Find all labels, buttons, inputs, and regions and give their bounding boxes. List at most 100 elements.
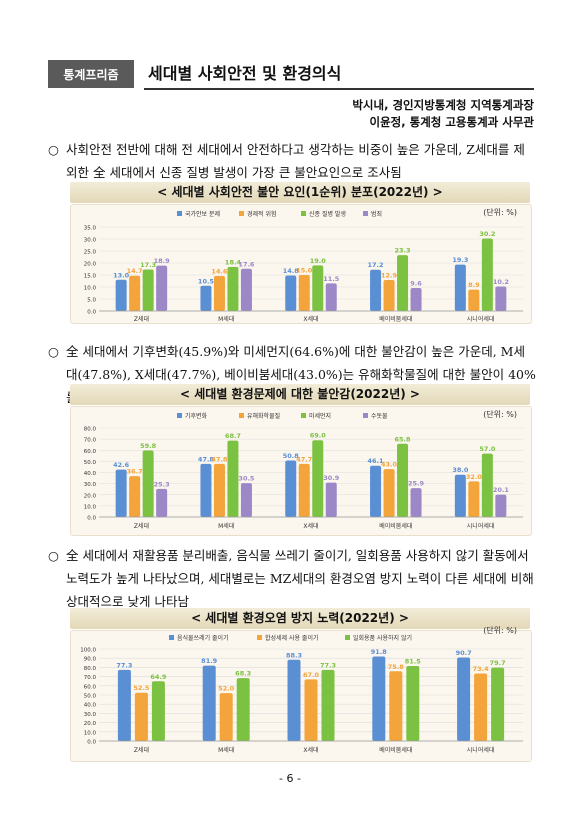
data-label: 67.0 <box>303 671 320 679</box>
bar <box>134 692 148 741</box>
page-title: 세대별 사회안전 및 환경의식 <box>144 60 534 90</box>
data-label: 38.0 <box>452 466 469 474</box>
bullet-marker: ○ <box>48 142 59 157</box>
bar <box>129 476 141 517</box>
y-tick-label: 30.0 <box>84 712 97 718</box>
bar <box>285 275 297 311</box>
chart-caption-1: < 세대별 사회안전 불안 요인(1순위) 분포(2022년) > <box>70 182 530 203</box>
data-label: 18.9 <box>154 257 171 265</box>
data-label: 77.3 <box>116 661 132 669</box>
chart-caption-3: < 세대별 환경오염 방지 노력(2022년) > <box>70 608 530 629</box>
page-number: - 6 - <box>279 772 301 785</box>
bar <box>312 265 324 311</box>
data-label: 14.6 <box>211 267 228 275</box>
legend-swatch <box>301 413 306 418</box>
bar <box>397 255 409 311</box>
x-category-label: 베이비붐세대 <box>379 522 412 530</box>
y-tick-label: 80.0 <box>84 666 97 672</box>
y-tick-label: 40.0 <box>84 703 97 709</box>
data-label: 11.5 <box>323 275 340 283</box>
bar <box>325 482 337 517</box>
bar <box>410 488 422 517</box>
chart-environment-anxiety: 0.0 10.0 20.0 30.0 40.0 50.0 60.0 70.0 80.0 기후변화 유… <box>84 412 523 530</box>
legend-swatch <box>301 211 306 216</box>
y-tick-label: 90.0 <box>84 657 97 663</box>
legend-label: 국가안보 문제 <box>185 210 220 218</box>
bullet-marker: ○ <box>48 344 59 359</box>
bar <box>495 286 507 311</box>
chart-panel-3: (단위: %) 0.0 10.0 20.0 30.0 40.0 50.0 60.0 70.0 8… <box>70 626 532 762</box>
bar <box>468 289 480 311</box>
bar <box>321 669 335 741</box>
data-label: 47.7 <box>296 455 312 463</box>
data-label: 50.8 <box>283 452 300 460</box>
y-tick-label: 10.0 <box>84 730 97 736</box>
data-label: 42.6 <box>113 461 130 469</box>
bar <box>468 481 480 517</box>
unit-label: (단위: %) <box>483 626 517 635</box>
data-label: 81.5 <box>405 658 422 666</box>
data-label: 19.0 <box>310 257 327 265</box>
legend-label: 경제적 위험 <box>247 210 277 218</box>
chart-panel-1: (단위: %) 0.0 5.0 10.0 15.0 20.0 25.0 30.0 35.0 국가… <box>70 204 532 324</box>
x-category-label: X세대 <box>303 746 318 754</box>
data-label: 59.8 <box>140 442 157 450</box>
bar <box>372 656 386 741</box>
legend-label: 합성세제 사용 줄이기 <box>265 634 319 642</box>
x-category-label: 시니어세대 <box>467 315 495 323</box>
y-tick-label: 35.0 <box>84 226 97 232</box>
legend-swatch <box>363 211 368 216</box>
bar <box>236 678 250 741</box>
y-tick-label: 60.0 <box>84 449 97 455</box>
bar <box>202 665 216 741</box>
chart-pollution-prevention: 0.0 10.0 20.0 30.0 40.0 50.0 60.0 70.0 80.0 90.0 1… <box>80 634 523 754</box>
y-tick-label: 70.0 <box>84 438 97 444</box>
x-category-label: M세대 <box>218 522 234 530</box>
y-tick-label: 30.0 <box>84 238 97 244</box>
y-tick-label: 20.0 <box>84 262 97 268</box>
bar <box>410 287 422 311</box>
bar <box>142 269 154 311</box>
data-label: 52.5 <box>133 684 150 692</box>
bar <box>495 494 507 517</box>
data-label: 32.0 <box>466 473 483 481</box>
chart-caption-2: < 세대별 환경문제에 대한 불안감(2022년) > <box>70 384 530 405</box>
chart-social-safety: 0.0 5.0 10.0 15.0 20.0 25.0 30.0 35.0 국가안보 문제 경제적… <box>84 210 523 323</box>
legend-label: 유해화학물질 <box>247 412 280 420</box>
x-category-label: X세대 <box>303 522 318 530</box>
paragraph-text: 사회안전 전반에 대해 전 세대에서 안전하다고 생각하는 비중이 높은 가운데… <box>66 142 525 180</box>
data-label: 36.7 <box>127 468 143 476</box>
data-label: 20.1 <box>493 486 510 494</box>
bar <box>200 463 212 517</box>
y-tick-label: 50.0 <box>84 694 97 700</box>
legend-swatch <box>363 413 368 418</box>
bar <box>200 285 212 311</box>
x-category-label: Z세대 <box>134 315 149 323</box>
data-label: 91.8 <box>371 648 388 656</box>
y-tick-label: 20.0 <box>84 721 97 727</box>
bar <box>298 275 310 311</box>
legend-swatch <box>169 635 174 640</box>
legend-swatch <box>177 413 182 418</box>
legend-label: 수돗물 <box>371 413 388 420</box>
data-label: 46.1 <box>368 457 385 465</box>
data-label: 69.0 <box>310 432 327 440</box>
data-label: 8.9 <box>468 281 480 289</box>
data-label: 68.7 <box>225 432 241 440</box>
paragraph-text: 全 세대에서 기후변화(45.9%)와 미세먼지(64.6%)에 대한 불안감이… <box>66 344 536 405</box>
x-category-label: M세대 <box>218 315 234 323</box>
bar <box>312 440 324 517</box>
data-label: 10.2 <box>493 278 509 286</box>
bar <box>213 463 225 517</box>
data-label: 43.0 <box>381 461 398 469</box>
bar <box>481 453 493 517</box>
legend-label: 범죄 <box>371 210 382 218</box>
data-label: 52.0 <box>218 685 235 693</box>
data-label: 65.8 <box>395 435 412 443</box>
bar <box>227 440 239 517</box>
bar <box>397 443 409 517</box>
legend-swatch <box>257 635 262 640</box>
x-category-label: 시니어세대 <box>467 522 495 530</box>
unit-label: (단위: %) <box>483 410 517 419</box>
data-label: 17.2 <box>368 261 384 269</box>
